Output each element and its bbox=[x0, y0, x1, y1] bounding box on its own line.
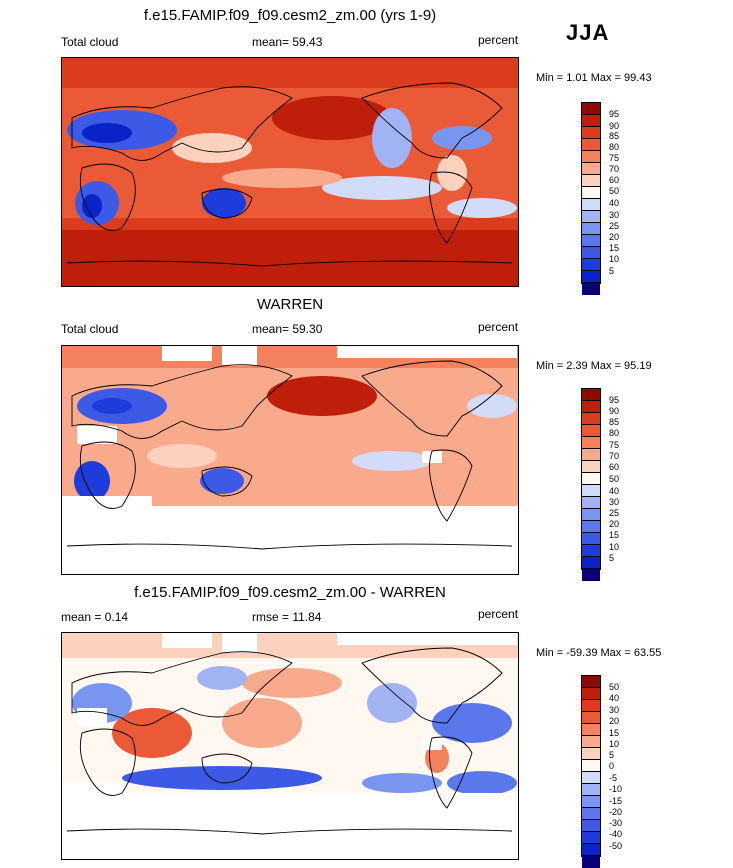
panel2-cbar-label: 50 bbox=[609, 474, 620, 484]
panel1-cbar-label: 5 bbox=[609, 266, 615, 276]
panel3-cbar-label: 5 bbox=[609, 750, 615, 760]
panel2-title: WARREN bbox=[256, 296, 324, 313]
panel3-cbar-label: -40 bbox=[609, 829, 623, 839]
panel2-cbar-label: 5 bbox=[609, 553, 615, 563]
panel2-variable-label: Total cloud bbox=[61, 322, 119, 336]
panel1-variable-label: Total cloud bbox=[61, 35, 119, 49]
panel3-cbar-label: -5 bbox=[609, 773, 618, 783]
panel1-title: f.e15.FAMIP.f09_f09.cesm2_zm.00 (yrs 1-9… bbox=[143, 7, 437, 24]
panel3-cbar-label: -20 bbox=[609, 807, 623, 817]
panel2-cbar-label: 25 bbox=[609, 508, 620, 518]
panel3-cbar-label: 50 bbox=[609, 682, 620, 692]
panel1-map bbox=[61, 57, 519, 287]
panel3-cbar-label: -50 bbox=[609, 841, 623, 851]
panel2-mean-label: mean= 59.30 bbox=[252, 322, 323, 336]
panel2-cbar-label: 30 bbox=[609, 497, 620, 507]
panel3-cbar-label: 40 bbox=[609, 693, 620, 703]
panel3-cbar-label: -15 bbox=[609, 796, 623, 806]
panel2-colorbar bbox=[581, 388, 601, 581]
panel3-cbar-label: 20 bbox=[609, 716, 620, 726]
panel3-units-label: percent bbox=[478, 607, 519, 621]
panel3-title: f.e15.FAMIP.f09_f09.cesm2_zm.00 - WARREN bbox=[134, 584, 446, 601]
panel1-cbar-label: 20 bbox=[609, 232, 620, 242]
panel2-cbar-label: 75 bbox=[609, 440, 620, 450]
panel3-cbar-label: 15 bbox=[609, 728, 620, 738]
panel1-minmax: Min = 1.01 Max = 99.43 bbox=[536, 72, 652, 84]
panel1-cbar-label: 85 bbox=[609, 131, 620, 141]
panel1-cbar-label: 25 bbox=[609, 221, 620, 231]
panel2-cbar-label: 20 bbox=[609, 519, 620, 529]
panel2-map bbox=[61, 345, 519, 575]
panel1-cbar-label: 95 bbox=[609, 109, 620, 119]
panel2-minmax: Min = 2.39 Max = 95.19 bbox=[536, 360, 652, 372]
panel1-cbar-label: 15 bbox=[609, 243, 620, 253]
panel2-cbar-label: 95 bbox=[609, 395, 620, 405]
panel2-cbar-label: 10 bbox=[609, 542, 620, 552]
panel3-colorbar bbox=[581, 675, 601, 868]
panel3-cbar-label: 30 bbox=[609, 705, 620, 715]
panel1-cbar-label: 90 bbox=[609, 121, 620, 131]
panel1-colorbar bbox=[581, 102, 601, 295]
panel1-cbar-label: 75 bbox=[609, 153, 620, 163]
panel2-cbar-label: 60 bbox=[609, 462, 620, 472]
panel3-mean-label: mean = 0.14 bbox=[61, 610, 129, 624]
panel1-units-label: percent bbox=[478, 33, 519, 47]
season-label: JJA bbox=[566, 20, 610, 45]
panel1-cbar-label: 60 bbox=[609, 175, 620, 185]
panel1-mean-label: mean= 59.43 bbox=[252, 35, 323, 49]
panel2-cbar-label: 70 bbox=[609, 451, 620, 461]
panel3-cbar-label: 0 bbox=[609, 761, 615, 771]
panel1-cbar-label: 30 bbox=[609, 210, 620, 220]
panel3-rmse-label: rmse = 11.84 bbox=[252, 610, 322, 624]
panel3-cbar-label: 10 bbox=[609, 739, 620, 749]
panel1-cbar-label: 10 bbox=[609, 254, 620, 264]
panel2-cbar-label: 85 bbox=[609, 417, 620, 427]
panel1-cbar-label: 40 bbox=[609, 198, 620, 208]
panel2-cbar-label: 40 bbox=[609, 486, 620, 496]
panel3-cbar-label: -10 bbox=[609, 784, 623, 794]
panel3-cbar-label: -30 bbox=[609, 818, 623, 828]
panel2-cbar-label: 80 bbox=[609, 428, 620, 438]
panel3-map bbox=[61, 632, 519, 860]
panel1-cbar-label: 70 bbox=[609, 164, 620, 174]
panel1-cbar-label: 50 bbox=[609, 186, 620, 196]
panel2-cbar-label: 15 bbox=[609, 530, 620, 540]
panel3-minmax: Min = -59.39 Max = 63.55 bbox=[536, 647, 662, 659]
panel2-cbar-label: 90 bbox=[609, 406, 620, 416]
panel1-cbar-label: 80 bbox=[609, 142, 620, 152]
panel2-units-label: percent bbox=[478, 320, 519, 334]
